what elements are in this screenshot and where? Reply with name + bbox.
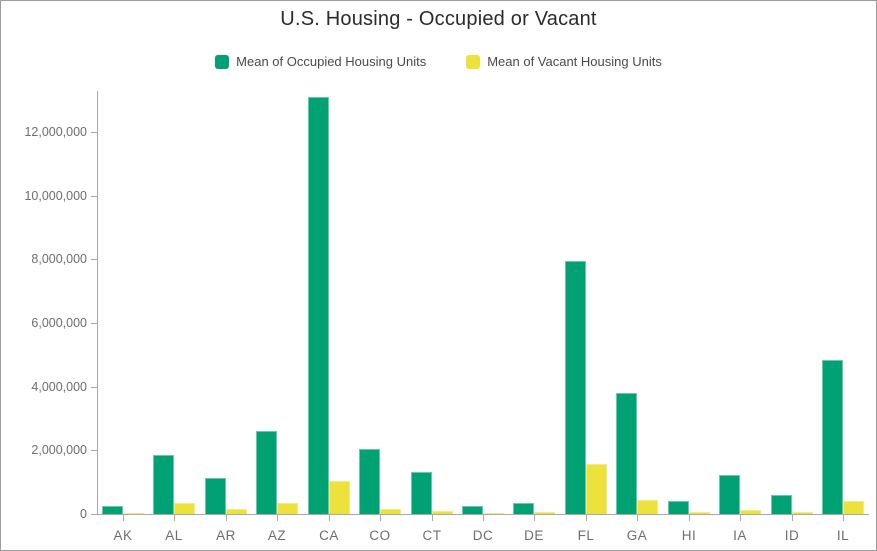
x-axis-tick	[226, 515, 227, 521]
x-axis-tick	[277, 515, 278, 521]
x-axis-tick	[174, 515, 175, 521]
x-label-AK: AK	[113, 528, 133, 543]
legend-item-vacant[interactable]: Mean of Vacant Housing Units	[466, 54, 662, 69]
x-label-CO: CO	[369, 528, 391, 543]
legend: Mean of Occupied Housing Units Mean of Va…	[1, 54, 876, 69]
x-axis-tick	[432, 515, 433, 521]
bar-occupied-ID[interactable]	[771, 495, 792, 514]
x-label-AR: AR	[216, 528, 236, 543]
x-label-GA: GA	[626, 528, 648, 543]
bar-vacant-CT[interactable]	[432, 511, 453, 514]
bar-occupied-IA[interactable]	[719, 475, 740, 514]
x-label-DE: DE	[524, 528, 544, 543]
x-axis-tick	[843, 515, 844, 521]
bar-occupied-AR[interactable]	[205, 478, 226, 514]
x-axis-tick	[534, 515, 535, 521]
x-axis-tick	[380, 515, 381, 521]
bar-occupied-CT[interactable]	[411, 472, 432, 514]
y-axis-tick	[91, 386, 97, 388]
bar-vacant-CA[interactable]	[329, 481, 350, 514]
bar-occupied-DE[interactable]	[513, 503, 534, 514]
y-tick-label: 10,000,000	[24, 188, 87, 203]
y-axis-tick	[91, 195, 97, 197]
bar-vacant-AK[interactable]	[123, 513, 144, 514]
bar-vacant-CO[interactable]	[380, 509, 401, 514]
bar-occupied-AL[interactable]	[153, 455, 174, 514]
bar-vacant-HI[interactable]	[689, 512, 710, 514]
bar-vacant-IA[interactable]	[740, 510, 761, 514]
bar-vacant-IL[interactable]	[843, 501, 864, 514]
bar-vacant-ID[interactable]	[792, 512, 813, 514]
bar-occupied-IL[interactable]	[822, 360, 843, 514]
x-axis-tick	[329, 515, 330, 521]
x-label-IL: IL	[836, 528, 850, 543]
bar-occupied-AK[interactable]	[102, 506, 123, 514]
x-label-CA: CA	[319, 528, 339, 543]
bar-vacant-AL[interactable]	[174, 503, 195, 514]
bar-occupied-AZ[interactable]	[256, 431, 277, 514]
x-axis-tick	[792, 515, 793, 521]
bar-occupied-CA[interactable]	[308, 97, 329, 514]
x-label-AZ: AZ	[267, 528, 287, 543]
x-label-AL: AL	[165, 528, 183, 543]
legend-swatch-icon	[215, 54, 230, 69]
bar-vacant-FL[interactable]	[586, 464, 607, 514]
bar-occupied-FL[interactable]	[565, 261, 586, 514]
bar-vacant-AR[interactable]	[226, 509, 247, 514]
y-axis-tick	[91, 450, 97, 452]
y-tick-label: 6,000,000	[31, 315, 87, 330]
bar-occupied-GA[interactable]	[616, 393, 637, 514]
x-label-IA: IA	[733, 528, 747, 543]
chart-title: U.S. Housing - Occupied or Vacant	[280, 8, 597, 30]
y-axis-tick	[91, 259, 97, 261]
bar-occupied-DC[interactable]	[462, 506, 483, 514]
x-label-ID: ID	[784, 528, 800, 543]
y-tick-label: 12,000,000	[24, 124, 87, 139]
x-axis-tick	[483, 515, 484, 521]
legend-swatch-icon	[466, 54, 481, 69]
y-tick-label: 8,000,000	[31, 252, 87, 267]
x-axis-tick	[123, 515, 124, 521]
y-axis-tick	[91, 514, 97, 515]
legend-item-occupied[interactable]: Mean of Occupied Housing Units	[215, 54, 426, 69]
bar-occupied-CO[interactable]	[359, 449, 380, 514]
x-label-CT: CT	[422, 528, 442, 543]
y-axis-tick	[91, 322, 97, 324]
x-axis-line	[97, 514, 869, 515]
x-label-DC: DC	[472, 528, 494, 543]
x-label-FL: FL	[577, 528, 595, 543]
x-axis-tick	[586, 515, 587, 521]
x-axis-tick	[637, 515, 638, 521]
x-label-HI: HI	[681, 528, 697, 543]
bar-vacant-DE[interactable]	[534, 512, 555, 514]
legend-item-label: Mean of Occupied Housing Units	[236, 54, 427, 69]
legend-item-label: Mean of Vacant Housing Units	[487, 54, 662, 69]
y-tick-label: 2,000,000	[31, 443, 87, 458]
bar-vacant-AZ[interactable]	[277, 503, 298, 514]
y-tick-label: 4,000,000	[31, 379, 87, 394]
y-axis-tick	[91, 131, 97, 133]
bar-vacant-GA[interactable]	[637, 500, 658, 514]
x-axis-tick	[689, 515, 690, 521]
bar-occupied-HI[interactable]	[668, 501, 689, 514]
y-tick-label: 0	[80, 507, 87, 521]
bar-vacant-DC[interactable]	[483, 513, 504, 514]
x-axis-tick	[740, 515, 741, 521]
y-axis-line	[97, 91, 98, 514]
